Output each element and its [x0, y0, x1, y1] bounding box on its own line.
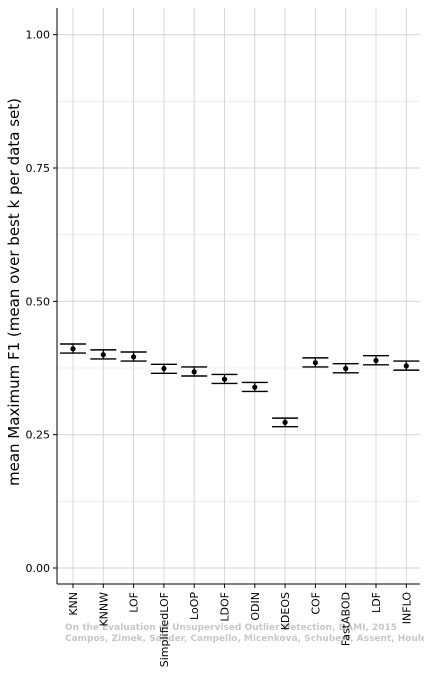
watermark-line-2: Campos, Zimek, Sander, Campello, Micenko…: [65, 634, 424, 644]
data-point: [343, 365, 349, 372]
x-tick-label: KNNW: [97, 592, 110, 627]
y-tick-label: 1.00: [26, 29, 51, 42]
y-tick-label: 0.00: [26, 562, 51, 575]
x-tick-label: KDEOS: [279, 592, 292, 630]
data-point: [100, 352, 106, 358]
x-tick-label: COF: [309, 592, 322, 615]
x-tick-label: LOF: [128, 592, 141, 613]
data-point: [312, 360, 318, 366]
data-point: [373, 357, 379, 364]
axis-layer: 0.00 0.25 0.50 0.75 1.00 KNN KNNW LOF Simplified…: [26, 8, 420, 667]
data-point: [161, 365, 167, 372]
watermark: On the Evaluation of Unsupervised Outlie…: [65, 623, 424, 644]
x-tick-label: INFLO: [400, 592, 413, 625]
y-tick-label: 0.50: [26, 295, 51, 308]
data-point: [252, 384, 258, 390]
data-point: [191, 369, 197, 375]
x-tick-label: LoOP: [188, 592, 201, 620]
x-tick-label: FastABOD: [340, 592, 353, 646]
data-point: [282, 419, 288, 425]
watermark-line-1: On the Evaluation of Unsupervised Outlie…: [65, 623, 397, 633]
grid-layer: [57, 8, 420, 584]
y-tick-label: 0.25: [26, 429, 51, 442]
y-tick-label: 0.75: [26, 162, 51, 175]
x-tick-label: LDOF: [219, 592, 232, 622]
x-tick-label: SimplifiedLOF: [158, 592, 171, 667]
data-point: [131, 354, 137, 360]
x-tick-label: ODIN: [249, 592, 262, 621]
errorbar-layer: [60, 343, 420, 428]
data-point: [221, 376, 228, 382]
y-axis-title: mean Maximum F1 (mean over best k per da…: [5, 98, 23, 486]
x-tick-label: LDF: [370, 592, 383, 613]
data-point: [403, 363, 409, 369]
x-tick-label: KNN: [67, 592, 80, 616]
data-point: [70, 346, 76, 352]
